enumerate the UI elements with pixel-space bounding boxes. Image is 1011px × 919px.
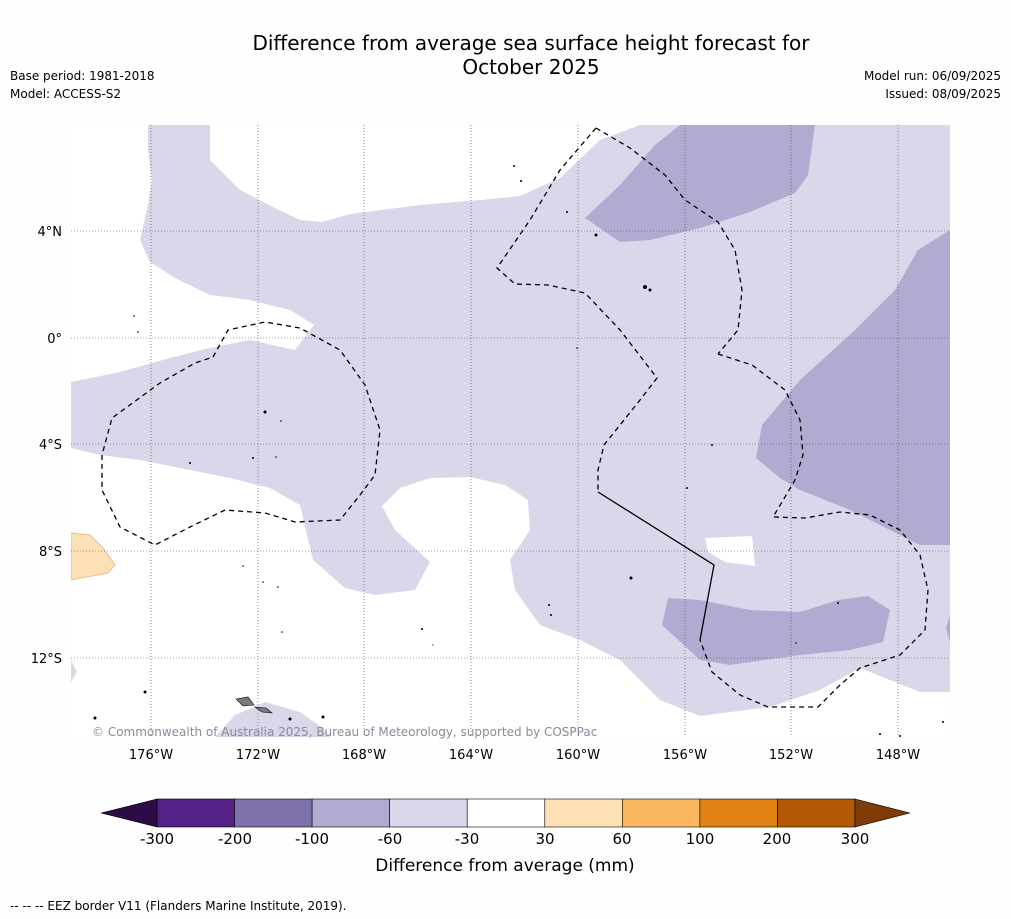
colorbar-tick-label: 300	[841, 830, 870, 848]
samoa-island-west	[235, 696, 255, 707]
metadata-left: Base period: 1981-2018 Model: ACCESS-S2	[10, 67, 155, 103]
colorbar-extend-max	[854, 798, 911, 828]
colorbar-title: Difference from average (mm)	[375, 856, 634, 876]
colorbar-tick-label: 60	[612, 830, 631, 848]
model-run-text: Model run: 06/09/2025	[863, 69, 1001, 83]
graticule	[71, 125, 950, 737]
colorbar-tick-label: 30	[535, 830, 554, 848]
lon-label: 160°W	[556, 748, 600, 763]
eez-border-central	[496, 127, 658, 492]
map-area	[71, 125, 950, 737]
colorbar-bin	[544, 798, 623, 828]
lon-label: 148°W	[876, 748, 920, 763]
lon-label: 172°W	[236, 748, 280, 763]
lat-label: 12°S	[31, 652, 62, 667]
colorbar-tick-label: 100	[686, 830, 715, 848]
colorbar-extend-min	[100, 798, 158, 828]
metadata-right: Model run: 06/09/2025 Issued: 08/09/2025	[864, 67, 1001, 103]
eez-border-solid	[597, 491, 715, 641]
lon-label: 156°W	[663, 748, 707, 763]
issued-text: Issued: 08/09/2025	[885, 87, 1001, 101]
lat-labels: 4°N 0° 4°S 8°S 12°S	[31, 225, 62, 667]
anomaly-region-medium-east-edge	[946, 615, 950, 642]
title-line-1: Difference from average sea surface heig…	[252, 31, 810, 55]
lat-label: 8°S	[39, 545, 62, 560]
colorbar-tick-labels: -300 -200 -100 -60 -30 30 60 100 200 300	[140, 830, 869, 848]
eez-footnote: -- -- -- EEZ border V11 (Flanders Marine…	[10, 899, 347, 913]
sea-height-map: 4°N 0° 4°S 8°S 12°S 176°W 172°W 168°W 16…	[31, 125, 950, 763]
samoa-island-east	[253, 706, 273, 714]
colorbar-bin	[777, 798, 856, 828]
anomaly-region-light-main	[71, 125, 950, 716]
lon-label: 168°W	[342, 748, 386, 763]
islands	[93, 165, 944, 737]
eez-border-northeast	[595, 127, 743, 355]
colorbar-tick-label: -60	[378, 830, 403, 848]
anomaly-region-medium-south	[662, 596, 890, 665]
copyright-text: © Commonwealth of Australia 2025, Bureau…	[92, 725, 597, 739]
anomaly-region-light-west-edge	[71, 660, 77, 682]
colorbar-bin	[311, 798, 390, 828]
colorbar-bins	[156, 798, 856, 828]
eez-border-west	[101, 321, 381, 546]
lat-label: 0°	[47, 332, 62, 347]
chart-title: Difference from average sea surface heig…	[180, 31, 882, 79]
colorbar-tick-label: -30	[455, 830, 480, 848]
anomaly-region-positive	[71, 532, 116, 581]
eez-borders	[101, 127, 929, 708]
anomaly-region-medium-east	[756, 230, 950, 545]
lon-label: 164°W	[449, 748, 493, 763]
colorbar-tick-label: -100	[295, 830, 329, 848]
anomaly-region-medium-north	[585, 125, 815, 242]
model-text: Model: ACCESS-S2	[10, 87, 122, 101]
colorbar-bin	[699, 798, 778, 828]
colorbar: -300 -200 -100 -60 -30 30 60 100 200 300…	[100, 798, 911, 876]
colorbar-tick-label: -300	[140, 830, 174, 848]
lon-label: 152°W	[769, 748, 813, 763]
colorbar-bin	[466, 798, 546, 828]
anomaly-region-light-southwest	[215, 702, 330, 737]
lat-label: 4°S	[39, 438, 62, 453]
base-period-text: Base period: 1981-2018	[10, 69, 155, 83]
colorbar-tick-label: 200	[763, 830, 792, 848]
lat-label: 4°N	[38, 225, 63, 240]
eez-border-east	[699, 353, 929, 708]
title-line-2: October 2025	[462, 55, 600, 79]
colorbar-tick-label: -200	[218, 830, 252, 848]
lon-label: 176°W	[129, 748, 173, 763]
colorbar-bin	[156, 798, 235, 828]
colorbar-bin	[389, 798, 468, 828]
colorbar-bin	[622, 798, 701, 828]
colorbar-bin	[234, 798, 313, 828]
lon-labels: 176°W 172°W 168°W 164°W 160°W 156°W 152°…	[129, 748, 920, 763]
anomaly-neutral-pocket	[705, 536, 755, 566]
